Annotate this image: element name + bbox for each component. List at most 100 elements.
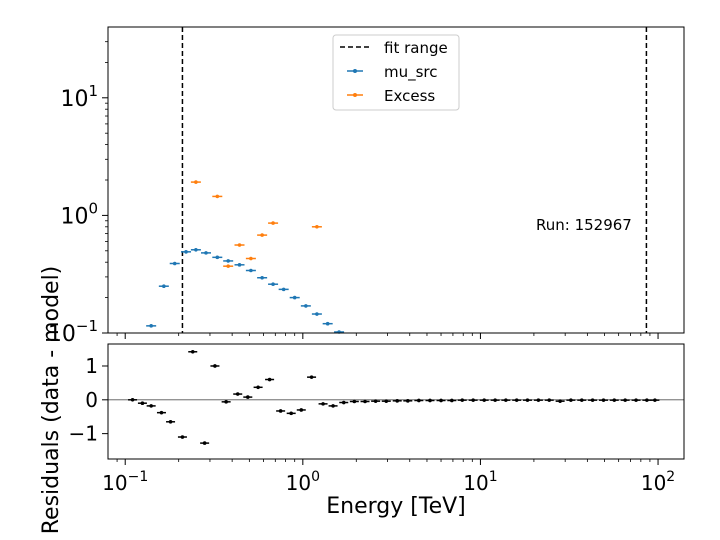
residual-point	[468, 398, 478, 402]
residual-point	[650, 398, 660, 402]
residual-point	[609, 398, 619, 402]
residuals-panel: 1 0 −1 10−1 100 101 102 Energy [TeV] Residual…	[39, 266, 685, 534]
data-point	[278, 287, 289, 292]
residual-point	[188, 349, 198, 354]
residual-point	[339, 400, 349, 405]
legend-fit-range-label: fit range	[384, 39, 448, 57]
residual-point	[588, 398, 598, 402]
residual-point	[276, 409, 286, 413]
residual-point	[533, 398, 543, 402]
data-point	[212, 194, 223, 199]
data-point	[212, 255, 223, 260]
series-excess	[190, 180, 322, 268]
residual-point	[221, 400, 231, 404]
residual-point	[392, 399, 402, 403]
residual-point	[642, 398, 652, 402]
data-point	[146, 324, 157, 328]
residual-point	[233, 392, 243, 396]
residual-point	[156, 410, 166, 415]
residual-point	[512, 398, 522, 402]
data-point	[234, 243, 245, 247]
spectrum-y-ticks: 10−1 100 101	[48, 41, 108, 347]
data-point	[311, 224, 322, 229]
data-point	[245, 256, 256, 261]
data-point	[311, 312, 322, 316]
residual-point	[128, 398, 138, 402]
residual-point	[544, 398, 554, 402]
residual-point	[177, 435, 187, 439]
residual-point	[360, 399, 370, 404]
residuals-frame	[107, 343, 685, 460]
data-point	[245, 268, 256, 273]
residual-point	[598, 398, 608, 402]
residual-point	[146, 404, 156, 408]
residual-point	[555, 399, 565, 403]
residual-point	[210, 364, 220, 368]
residual-point	[436, 398, 446, 403]
data-point	[234, 263, 245, 267]
data-point	[300, 304, 311, 308]
residual-point	[620, 398, 630, 402]
run-annotation: Run: 152967	[536, 216, 632, 234]
residual-point	[522, 398, 532, 402]
residual-point	[490, 398, 500, 402]
residual-point	[501, 398, 511, 402]
residual-point	[566, 398, 576, 402]
residual-point	[479, 398, 489, 402]
residuals-y-ticks: 1 0 −1	[69, 354, 108, 446]
residual-point	[371, 399, 381, 403]
residual-point	[381, 399, 391, 403]
residual-point	[296, 408, 306, 412]
residual-point	[403, 399, 413, 403]
data-point	[268, 282, 279, 286]
legend-excess-swatch	[347, 93, 363, 97]
data-point	[181, 250, 192, 254]
residual-point	[328, 404, 338, 408]
residual-y-tick-label: −1	[69, 422, 98, 446]
x-tick-label: 100	[286, 469, 320, 495]
residuals-x-ticks: 10−1 100 101 102	[102, 459, 675, 495]
data-point	[223, 264, 234, 268]
residual-point	[425, 398, 435, 403]
data-point	[190, 180, 201, 184]
legend-box	[332, 34, 460, 111]
residual-point	[286, 411, 296, 416]
spectrum-panel: 10−1 100 101 Run: 152967 fit range mu_src …	[48, 26, 685, 347]
data-point	[190, 247, 201, 252]
x-tick-label: 10−1	[102, 469, 148, 495]
residual-point	[200, 441, 210, 445]
residual-y-tick-label: 0	[85, 388, 98, 412]
residual-y-tick-label: 1	[85, 354, 98, 378]
residual-point	[457, 398, 467, 402]
data-point	[169, 261, 180, 266]
residual-point	[243, 395, 253, 399]
residual-point	[414, 398, 424, 403]
data-point	[158, 284, 169, 289]
residual-point	[577, 398, 587, 402]
residual-point	[631, 398, 641, 402]
y-tick-label: 101	[60, 82, 98, 112]
data-point	[200, 251, 211, 255]
residual-point	[318, 402, 328, 406]
fit-range-lines	[181, 27, 648, 333]
residual-point	[166, 419, 176, 424]
x-tick-label: 101	[463, 469, 497, 495]
data-point	[257, 275, 268, 280]
legend-mu-src-swatch	[347, 69, 363, 73]
data-point	[268, 221, 279, 225]
data-point	[322, 321, 333, 326]
spectrum-data-points	[146, 180, 345, 334]
x-axis-title: Energy [TeV]	[326, 494, 465, 519]
data-point	[257, 233, 268, 237]
y-tick-label: 10−1	[48, 317, 98, 347]
residual-point	[447, 398, 457, 403]
residuals-data-points	[128, 349, 660, 445]
legend: fit range mu_src Excess	[332, 34, 460, 111]
residual-point	[265, 377, 275, 382]
legend-excess-label: Excess	[384, 87, 435, 105]
series-mu-src	[146, 247, 345, 334]
spectrum-x-ticks	[116, 333, 659, 339]
residual-point	[307, 375, 317, 379]
residual-point	[137, 401, 147, 405]
data-point	[289, 295, 300, 300]
